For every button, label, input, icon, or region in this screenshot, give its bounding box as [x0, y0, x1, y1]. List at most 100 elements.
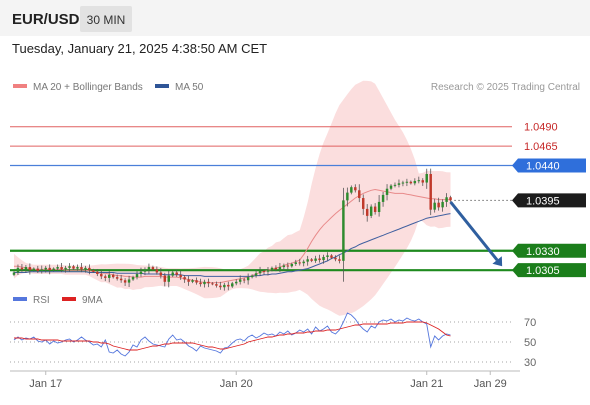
timeframe-badge[interactable]: 30 MIN — [80, 6, 132, 32]
candle-body — [270, 267, 274, 271]
candle-body — [80, 267, 83, 270]
candle-body — [40, 269, 43, 271]
candle-body — [282, 265, 286, 268]
candle-body — [350, 187, 353, 193]
candle-body — [28, 267, 32, 271]
level-badge-bg-1.0440 — [512, 158, 586, 173]
candle-body — [143, 269, 147, 272]
candle-body — [445, 197, 448, 202]
candle-body — [246, 277, 250, 281]
candle-body — [429, 174, 432, 210]
forecast-arrow-head — [492, 256, 503, 267]
candle-body — [123, 280, 127, 283]
candle-body — [12, 272, 16, 275]
level-badge-text-1.0305: 1.0305 — [526, 265, 560, 277]
candle-body — [215, 284, 218, 286]
candle-body — [139, 271, 143, 275]
candle-body — [219, 285, 222, 288]
candle-body — [96, 271, 99, 275]
legend-label-ma50: MA 50 — [175, 82, 204, 93]
candles-layer — [12, 168, 452, 291]
candle-body — [254, 273, 258, 276]
candle-body — [354, 187, 357, 191]
credit: Research © 2025 Trading Central — [431, 82, 580, 93]
candle-body — [127, 279, 131, 283]
candle-body — [147, 267, 151, 270]
candle-body — [346, 192, 349, 201]
candle-body — [362, 198, 365, 209]
rsi-legend: RSI 9MA — [13, 295, 103, 306]
symbol-label: EUR/USD — [12, 11, 80, 28]
ma50-line — [14, 213, 451, 277]
candle-body — [171, 272, 174, 276]
forecast-arrow-layer — [449, 200, 503, 267]
candle-body — [401, 182, 405, 184]
candle-body — [68, 266, 71, 268]
candle-body — [322, 256, 325, 261]
legend-swatch-ma20 — [13, 84, 27, 88]
level-badge-bg-1.0305 — [512, 263, 586, 278]
x-tick-label: Jan 21 — [410, 378, 443, 390]
rsi-ma-line — [14, 321, 451, 351]
candle-body — [369, 206, 373, 216]
candle-body — [84, 267, 87, 270]
candle-body — [231, 283, 234, 287]
candle-body — [334, 257, 337, 260]
candle-body — [409, 181, 413, 184]
candle-body — [437, 202, 440, 208]
candle-body — [278, 267, 282, 270]
legend: MA 20 + Bollinger Bands MA 50 Research ©… — [13, 82, 580, 93]
legend-swatch-ma50 — [155, 84, 169, 88]
candle-body — [358, 190, 361, 199]
candle-body — [433, 202, 436, 210]
candle-body — [119, 278, 123, 281]
level-badge-text-1.0440: 1.0440 — [526, 160, 560, 172]
candle-body — [131, 277, 135, 280]
candle-body — [393, 184, 397, 186]
candle-body — [48, 267, 51, 271]
level-label-1.0490: 1.0490 — [524, 122, 558, 134]
bollinger-band — [14, 80, 451, 316]
candle-body — [100, 274, 103, 277]
level-badge-1.0330: 1.0330 — [512, 243, 586, 258]
candle-body — [405, 181, 409, 183]
candle-body — [290, 263, 294, 267]
candle-body — [227, 284, 230, 287]
candle-body — [20, 267, 24, 270]
rsi-line — [13, 312, 451, 357]
candle-body — [159, 272, 163, 276]
rsi-legend-swatch — [13, 297, 27, 301]
candle-body — [179, 274, 182, 278]
candle-body — [111, 274, 115, 278]
candle-body — [223, 284, 226, 288]
candle-body — [342, 200, 345, 261]
bollinger-band-layer — [14, 80, 451, 316]
candle-body — [310, 259, 313, 261]
candle-body — [92, 270, 95, 272]
candle-body — [385, 188, 389, 195]
candle-body — [72, 266, 75, 269]
candle-body — [183, 277, 186, 280]
candle-body — [441, 201, 444, 208]
rsi-tick-30: 30 — [524, 357, 536, 369]
candle-body — [413, 180, 417, 184]
level-badge-text-1.0395: 1.0395 — [526, 195, 560, 207]
candle-body — [330, 255, 333, 258]
candle-body — [151, 267, 155, 270]
candle-body — [389, 185, 393, 189]
candle-body — [24, 267, 28, 270]
forecast-arrow-shaft — [449, 200, 499, 261]
candle-body — [203, 281, 206, 285]
rsi-tick-70: 70 — [524, 317, 536, 329]
rsi-legend-label: RSI — [33, 295, 50, 306]
candle-body — [425, 174, 428, 183]
candle-body — [108, 274, 111, 278]
level-badge-1.0305: 1.0305 — [512, 263, 586, 278]
level-badge-bg-1.0395 — [512, 193, 586, 208]
candle-body — [56, 267, 59, 269]
candle-body — [44, 267, 47, 270]
candle-body — [242, 279, 246, 281]
candle-body — [397, 183, 401, 185]
